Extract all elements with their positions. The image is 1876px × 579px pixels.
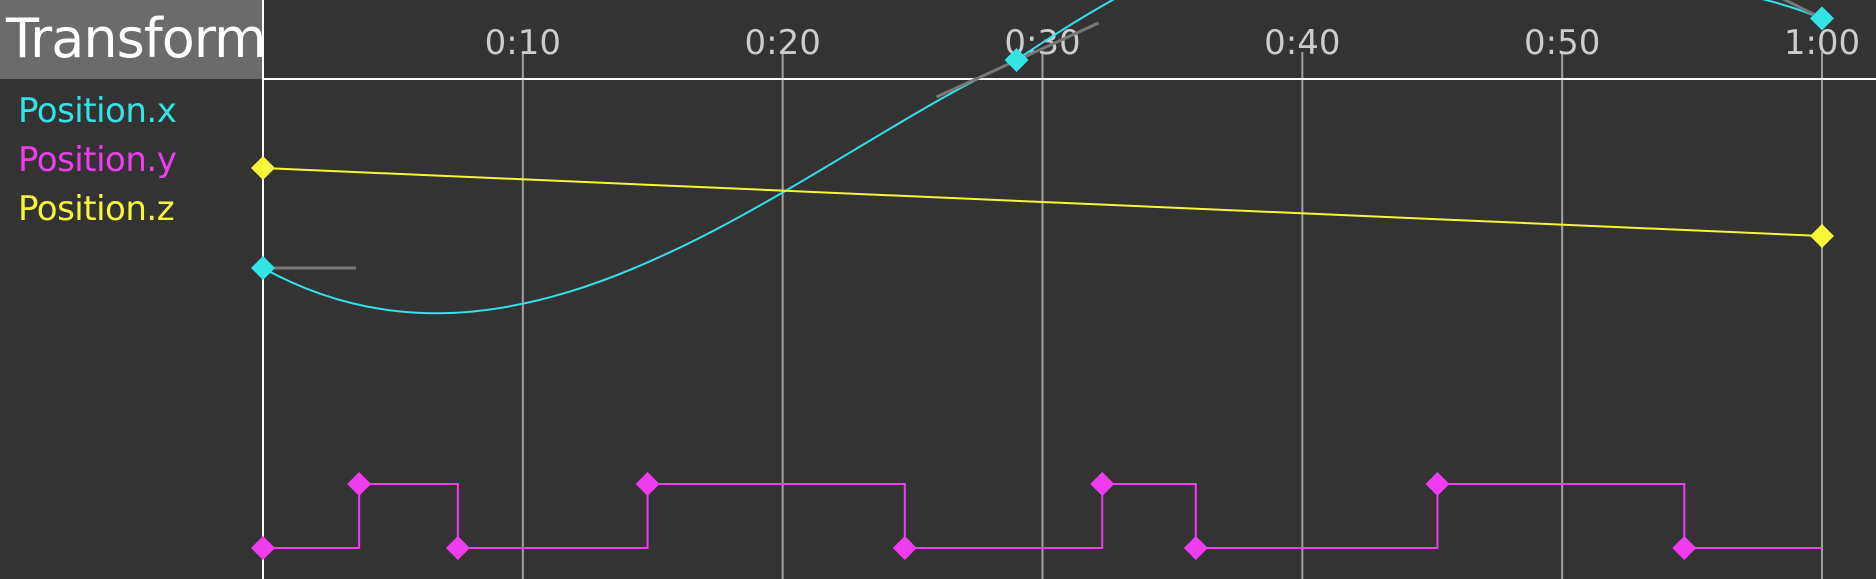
time-ruler[interactable]: 0:10 0:20 0:30 0:40 0:50 1:00	[485, 23, 1861, 63]
time-tick-label: 0:50	[1524, 23, 1600, 63]
keyframe-position_y[interactable]	[1425, 472, 1450, 496]
track-label-position-y[interactable]: Position.y	[18, 140, 177, 180]
keyframe-position_y[interactable]	[445, 536, 470, 560]
time-tick-label: 0:20	[744, 23, 820, 63]
curves[interactable]	[262, 0, 1823, 549]
keyframe-position_z[interactable]	[1810, 224, 1834, 248]
keyframe-position_x[interactable]	[1810, 6, 1834, 31]
keyframe-position_y[interactable]	[347, 472, 372, 496]
time-tick-label: 0:40	[1264, 23, 1340, 63]
keyframe-position_y[interactable]	[251, 536, 275, 560]
curve-position_y[interactable]	[263, 483, 1822, 549]
keyframe-position_y[interactable]	[892, 536, 917, 560]
keyframe-position_y[interactable]	[1672, 536, 1697, 560]
timeline-grid	[521, 52, 1823, 579]
curve-position_x[interactable]	[262, 0, 1823, 315]
keyframe-position_x[interactable]	[1004, 47, 1029, 72]
panel-title: Transform	[6, 7, 267, 70]
keyframe-position_z[interactable]	[251, 156, 275, 180]
transform-header: Transform	[0, 0, 267, 79]
keyframe-position_y[interactable]	[635, 472, 660, 496]
curve-position_z[interactable]	[262, 167, 1823, 237]
keyframes[interactable]	[251, 6, 1834, 560]
track-label-position-z[interactable]: Position.z	[18, 189, 175, 229]
keyframe-position_y[interactable]	[1183, 536, 1208, 560]
time-tick-label: 0:10	[485, 23, 561, 63]
keyframe-position_y[interactable]	[1090, 472, 1115, 496]
track-label-position-x[interactable]: Position.x	[18, 91, 177, 131]
tangent-handle[interactable]	[1746, 0, 1823, 20]
keyframe-position_x[interactable]	[251, 256, 275, 280]
